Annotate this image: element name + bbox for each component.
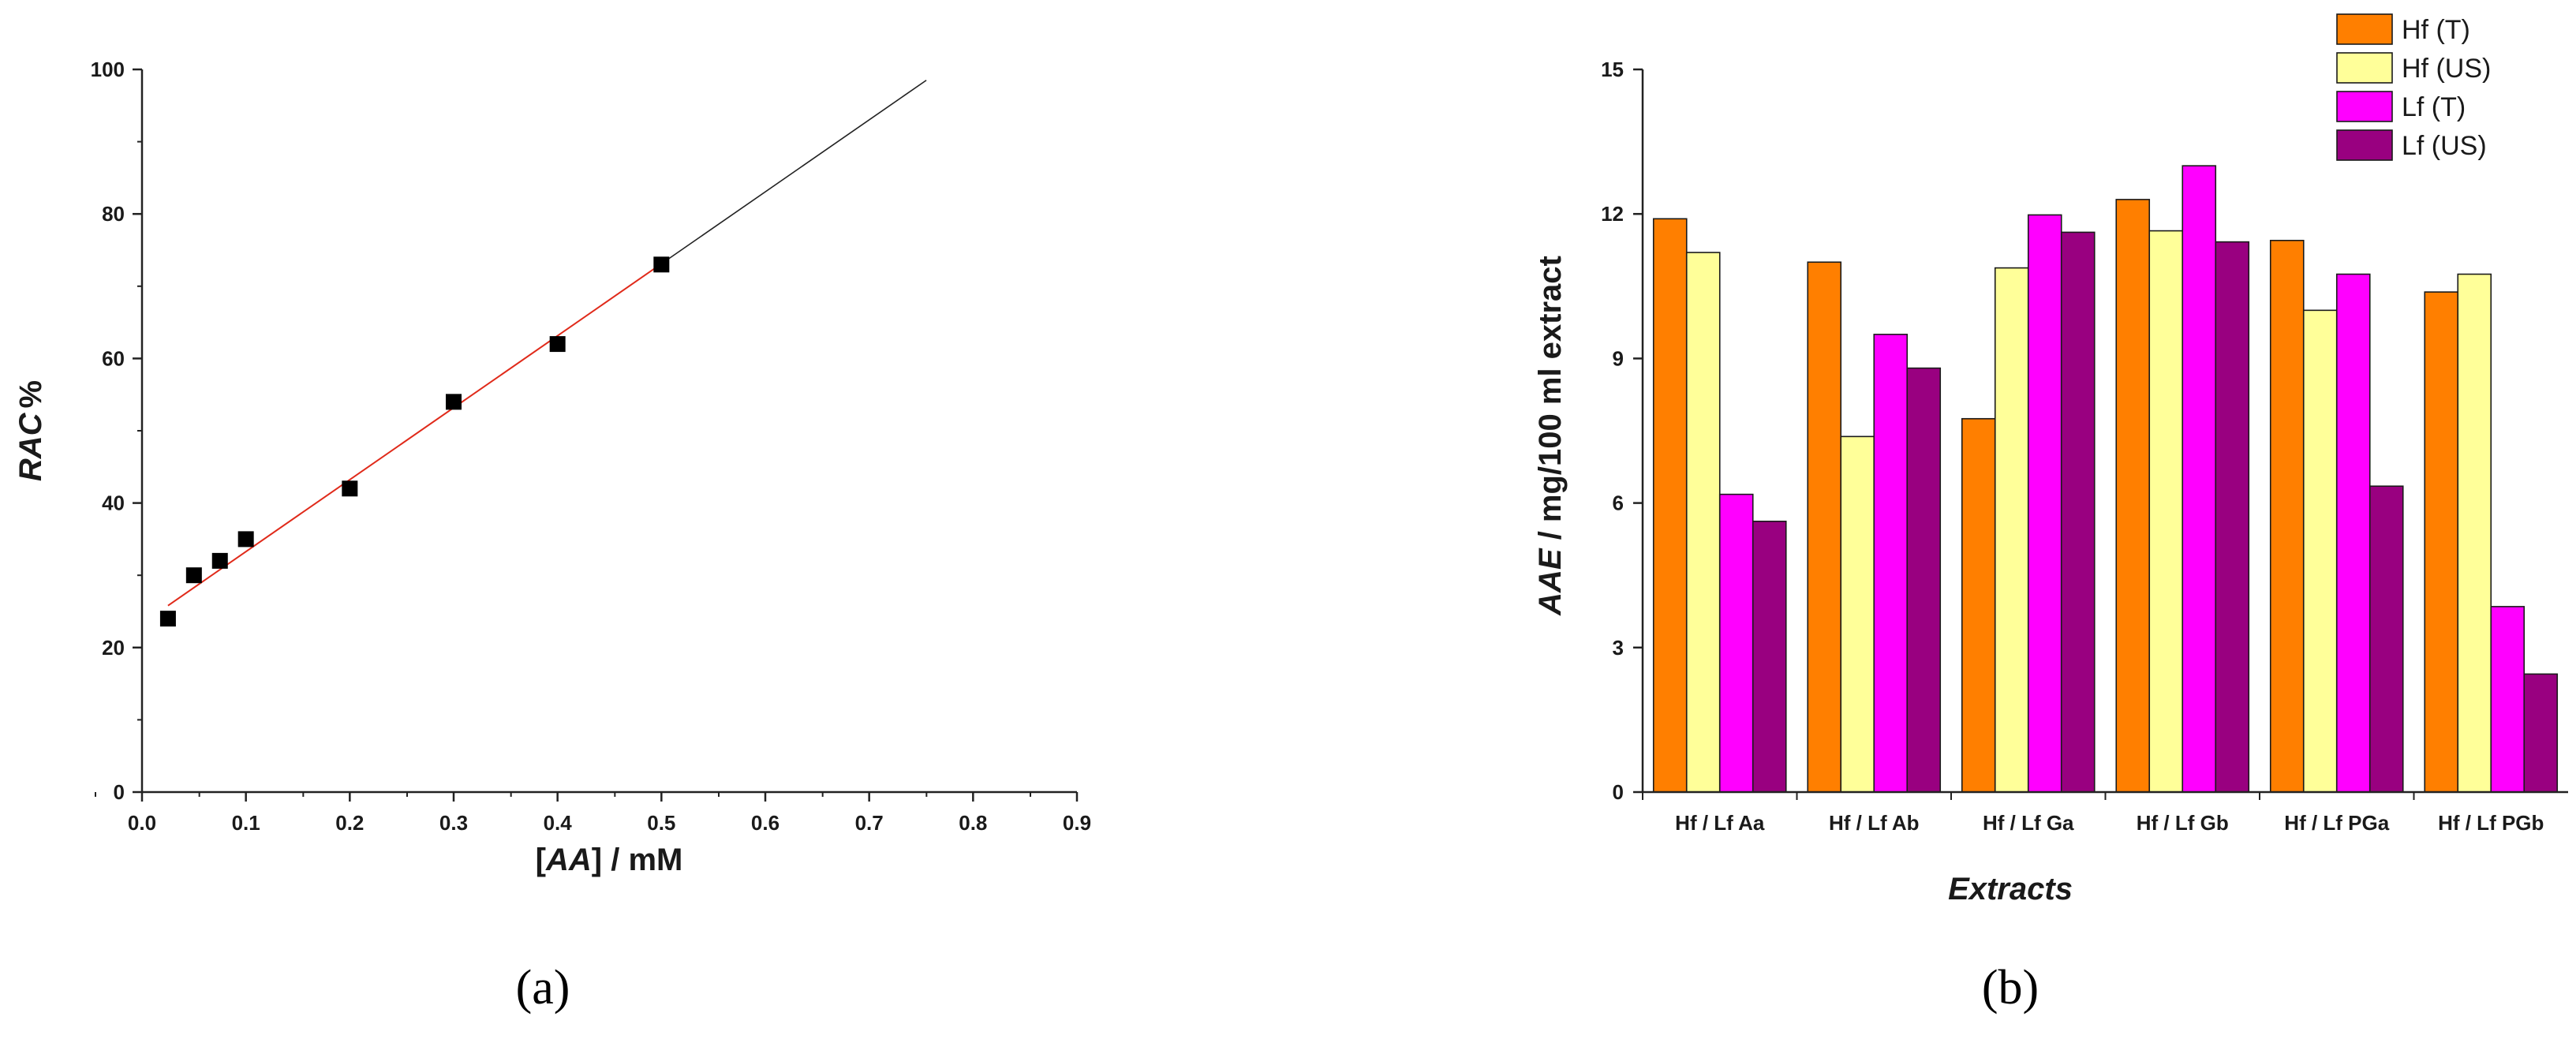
x-tick-label-a: 0.3: [439, 811, 468, 835]
y-tick-label-b: 3: [1613, 636, 1624, 660]
x-tick-label-a: 0.9: [1063, 811, 1091, 835]
panel-label-b: (b): [1982, 961, 2039, 1015]
x-tick-label-a: 0.4: [544, 811, 573, 835]
data-point: [211, 552, 228, 569]
data-points-group: [159, 256, 670, 627]
bar: [1840, 435, 1875, 793]
y-tick-label-a: 80: [102, 202, 125, 226]
fit-line-extrapolated: [660, 80, 927, 265]
legend-label: Hf (US): [2402, 54, 2491, 84]
legend: Hf (T) Hf (US) Lf (T) Lf (US): [2336, 13, 2491, 161]
bar: [2182, 165, 2217, 793]
x-tick-label-a: 0.8: [959, 811, 987, 835]
x-tick-labels-a: 0.0 0.1 0.2 0.3 0.4 0.5 0.6 0.7 0.8 0.9: [128, 811, 1091, 835]
data-point: [342, 480, 358, 497]
bar: [2368, 485, 2404, 793]
y-tick-label-a: 60: [102, 346, 125, 370]
y-tick-labels-b: 0 3 6 9 12 15: [1601, 58, 1624, 804]
bar: [2335, 273, 2371, 793]
data-point: [653, 256, 670, 273]
axes-b: [1633, 68, 2568, 800]
bar: [2115, 199, 2151, 793]
bar: [2424, 291, 2459, 793]
legend-label: Hf (T): [2402, 15, 2470, 45]
bar: [2027, 214, 2062, 793]
y-tick-labels-a: 0 20 40 60 80 100: [91, 58, 125, 804]
legend-label: Lf (US): [2402, 131, 2487, 161]
x-tick-label-a: 0.5: [647, 811, 675, 835]
fit-line-fitted: [167, 263, 662, 607]
panel-label-a: (a): [516, 961, 570, 1015]
data-point: [237, 531, 254, 548]
legend-label: Lf (T): [2402, 92, 2466, 122]
bar: [1906, 367, 1942, 793]
x-tick-label-a: 0.1: [232, 811, 260, 835]
x-tick-label-b: Hf / Lf PGb: [2438, 811, 2544, 835]
bar: [2302, 309, 2338, 793]
bar: [2215, 241, 2250, 793]
y-tick-label-a: 40: [102, 491, 125, 515]
bar: [2523, 673, 2559, 793]
data-point: [549, 336, 566, 353]
legend-swatch: [2336, 13, 2393, 45]
y-tick-label-b: 6: [1613, 491, 1624, 515]
data-point: [159, 611, 176, 627]
plot-frame-a: [142, 69, 1077, 792]
x-axis-title-b: Extracts: [1948, 872, 2073, 906]
y-tick-label-b: 9: [1613, 346, 1624, 370]
x-tick-label-a: 0.2: [335, 811, 364, 835]
legend-swatch: [2336, 129, 2393, 161]
x-tick-label-a: 0.7: [855, 811, 884, 835]
panel-a-scatter-chart: 0.0 0.1 0.2 0.3 0.4 0.5 0.6 0.7 0.8 0.9 0 20 40 60 80…: [13, 58, 1091, 1015]
bar: [1718, 493, 1754, 793]
y-tick-label-a: 20: [102, 636, 125, 660]
bar: [2457, 273, 2492, 793]
bar: [1685, 252, 1721, 793]
legend-swatch: [2336, 91, 2393, 122]
bar: [1752, 521, 1787, 793]
bar: [1807, 261, 1842, 793]
x-tick-label-b: Hf / Lf Aa: [1675, 811, 1765, 835]
y-axis-title-b: AAE / mg/100 ml extract: [1533, 256, 1568, 616]
y-tick-label-b: 12: [1601, 202, 1624, 226]
legend-swatch: [2336, 52, 2393, 84]
axes-a: [95, 68, 1079, 802]
y-tick-label-b: 15: [1601, 58, 1624, 81]
x-tick-labels-b: Hf / Lf Aa Hf / Lf Ab Hf / Lf Ga Hf / Lf Gb…: [1675, 811, 2544, 835]
y-tick-label-a: 0: [114, 780, 125, 804]
x-tick-label-b: Hf / Lf Gb: [2137, 811, 2229, 835]
x-axis-title-a: [AA] / mM: [536, 843, 683, 877]
data-point: [446, 394, 462, 410]
x-tick-label-b: Hf / Lf Ga: [1983, 811, 2074, 835]
bar: [2148, 230, 2184, 793]
x-tick-label-b: Hf / Lf Ab: [1829, 811, 1920, 835]
bar: [1652, 218, 1688, 793]
x-tick-label-a: 0.0: [128, 811, 156, 835]
bar: [2269, 239, 2305, 793]
bar: [1961, 417, 1996, 793]
fit-line-group: [167, 80, 927, 607]
y-axis-title-a: RAC%: [13, 380, 48, 481]
data-point: [185, 567, 202, 584]
bars-group: [1652, 165, 2559, 793]
bar: [1873, 334, 1909, 793]
bar: [1994, 267, 2029, 793]
bar: [2490, 606, 2526, 793]
y-tick-label-b: 0: [1613, 780, 1624, 804]
y-tick-label-a: 100: [91, 58, 125, 81]
bar: [2060, 231, 2096, 793]
panel-b-bar-chart: Hf / Lf Aa Hf / Lf Ab Hf / Lf Ga Hf / Lf Gb…: [1533, 13, 2568, 1015]
x-tick-label-b: Hf / Lf PGa: [2284, 811, 2389, 835]
x-tick-label-a: 0.6: [751, 811, 780, 835]
